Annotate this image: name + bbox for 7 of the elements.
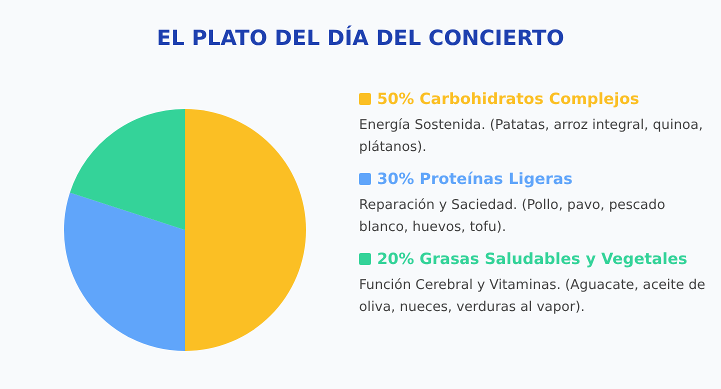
- text: Reparación y Saciedad. (Pollo, pavo, pescado blanco, huevos, tofu).: [359, 196, 666, 237]
- legend-label: 50% Carbohidratos Complejos: [377, 90, 640, 108]
- legend-label: 30% Proteínas Ligeras: [377, 170, 573, 188]
- text: Energía Sostenida. (Patatas, arroz integral, quinoa, plátanos).: [359, 116, 704, 157]
- chart-title: EL PLATO DEL DÍA DEL CONCIERTO: [156, 26, 566, 50]
- legend-label: 20% Grasas Saludables y Vegetales: [377, 250, 688, 268]
- text: Función Cerebral y Vitaminas. (Aguacate, aceite de oliva, nueces, verduras al vapor).: [359, 276, 706, 317]
